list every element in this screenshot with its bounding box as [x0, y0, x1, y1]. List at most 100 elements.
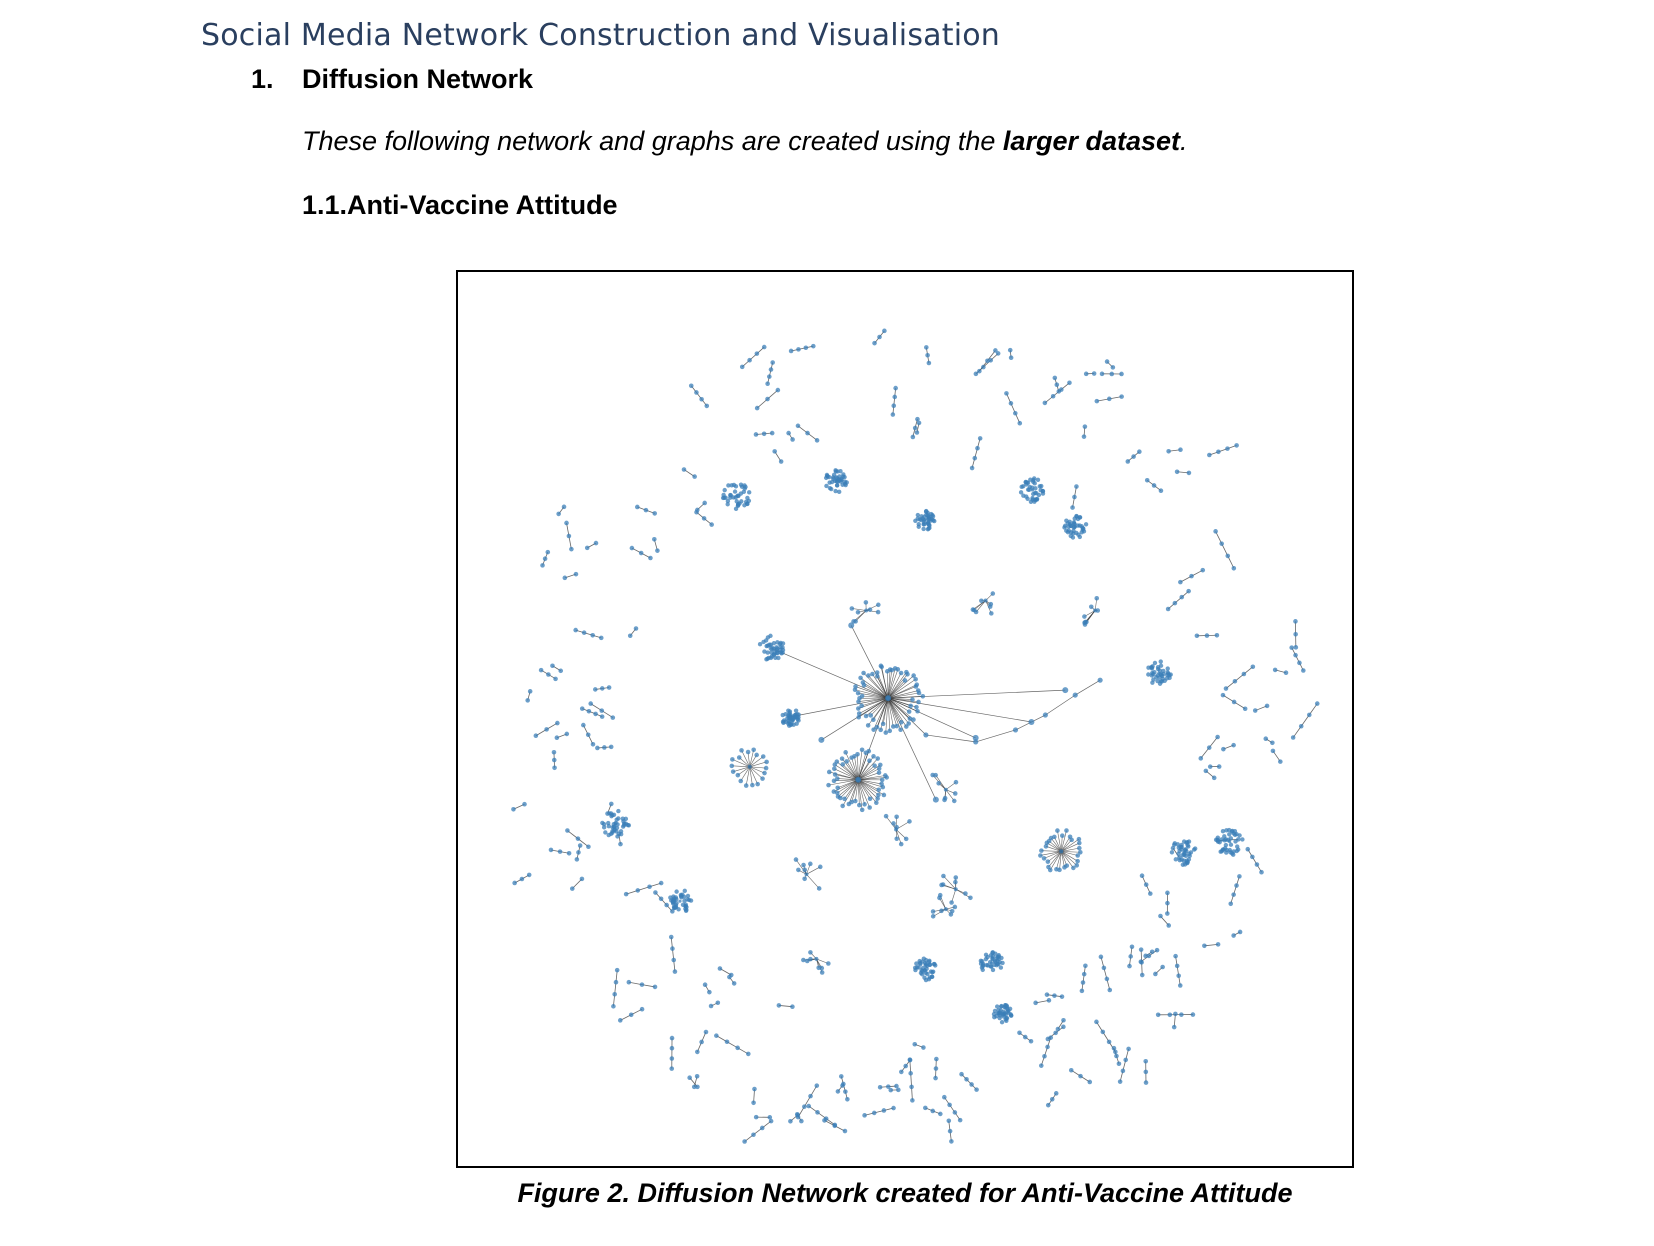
network-node — [949, 1139, 954, 1144]
network-node — [998, 965, 1004, 970]
network-edge — [851, 608, 867, 611]
network-node — [859, 747, 865, 753]
network-node — [808, 950, 813, 955]
network-node — [1234, 883, 1239, 888]
network-node — [702, 500, 707, 506]
network-node — [1088, 604, 1094, 610]
network-node — [973, 739, 979, 745]
network-node — [615, 834, 620, 839]
network-node — [907, 716, 913, 721]
network-node — [835, 1089, 841, 1094]
network-edge — [834, 764, 859, 780]
network-node — [972, 734, 979, 741]
network-node — [914, 704, 919, 710]
network-node — [842, 479, 848, 484]
network-node — [1080, 980, 1086, 985]
network-edge — [887, 671, 907, 699]
network-node — [1204, 633, 1210, 638]
network-node — [1114, 1053, 1119, 1059]
network-node — [1066, 524, 1071, 529]
network-node — [875, 609, 881, 615]
network-node — [1186, 844, 1191, 849]
network-node — [831, 472, 837, 477]
network-node — [684, 904, 689, 910]
network-edge — [887, 697, 911, 707]
network-node — [694, 1074, 700, 1079]
network-node — [1290, 735, 1296, 740]
network-edge — [756, 398, 768, 409]
network-edge — [1048, 851, 1062, 868]
network-node — [933, 1066, 939, 1071]
network-node — [915, 512, 921, 518]
network-node — [703, 1029, 709, 1035]
network-node — [1064, 828, 1069, 833]
network-edge — [935, 774, 947, 790]
network-node — [871, 717, 876, 722]
network-node — [1111, 1045, 1117, 1051]
network-node — [1119, 371, 1124, 377]
network-node — [1117, 1079, 1123, 1084]
network-edge — [933, 908, 946, 917]
network-node — [843, 1089, 848, 1094]
network-node — [1004, 1016, 1009, 1021]
network-node — [1241, 671, 1247, 677]
network-node — [787, 709, 793, 714]
network-node — [832, 772, 838, 777]
network-node — [1250, 664, 1256, 670]
network-node — [606, 820, 611, 826]
network-node — [754, 405, 760, 411]
network-node — [1179, 594, 1185, 600]
network-node — [1032, 476, 1037, 481]
network-node — [952, 791, 958, 796]
network-edge — [741, 750, 750, 767]
network-node — [574, 857, 580, 862]
network-node — [978, 958, 984, 964]
network-node — [614, 825, 620, 831]
network-node — [1173, 953, 1178, 959]
network-edge — [1308, 703, 1318, 716]
network-node — [959, 1071, 964, 1077]
network-node — [608, 744, 614, 750]
network-node — [788, 1119, 793, 1124]
network-node — [695, 1084, 700, 1090]
network-node — [921, 956, 927, 961]
network-edge — [1300, 714, 1310, 727]
network-edge — [1061, 842, 1080, 852]
network-node — [909, 1084, 914, 1090]
network-node — [1172, 842, 1177, 847]
network-node — [1000, 1012, 1005, 1016]
network-node — [765, 381, 770, 386]
network-node — [558, 668, 564, 674]
network-node — [1027, 484, 1033, 490]
network-node — [868, 713, 874, 718]
network-node — [725, 498, 731, 504]
network-edge — [887, 674, 908, 699]
network-node — [620, 816, 625, 821]
network-node — [865, 723, 871, 728]
network-node — [863, 600, 869, 605]
network-node — [1169, 850, 1175, 855]
network-node — [1074, 863, 1080, 868]
network-node — [1094, 595, 1100, 601]
network-node — [735, 503, 741, 509]
network-node — [1155, 665, 1161, 670]
network-node — [554, 735, 560, 741]
network-edge — [834, 768, 859, 780]
network-node — [635, 888, 641, 893]
network-node — [1211, 775, 1217, 781]
network-node — [695, 507, 700, 513]
network-node — [556, 511, 561, 517]
network-node — [902, 678, 908, 683]
network-node — [590, 741, 596, 747]
network-node — [592, 687, 598, 692]
network-node — [826, 769, 832, 775]
network-edge — [857, 754, 859, 780]
network-node — [1157, 671, 1161, 675]
network-node — [1186, 588, 1191, 594]
network-node — [1225, 553, 1231, 559]
network-node — [1071, 865, 1076, 871]
network-node — [867, 758, 872, 764]
network-node — [1104, 976, 1110, 982]
network-node — [912, 1041, 918, 1047]
network-edge — [1041, 850, 1062, 852]
